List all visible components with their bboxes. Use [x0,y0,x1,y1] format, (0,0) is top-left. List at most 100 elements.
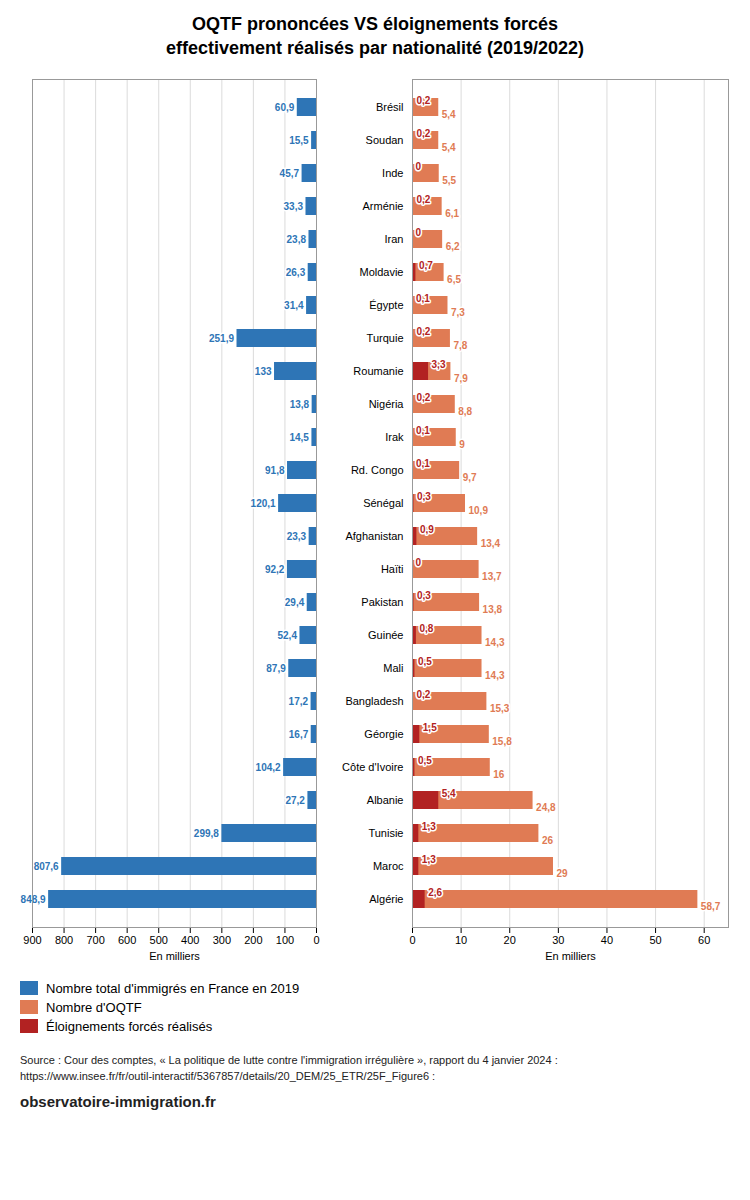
svg-text:15,8: 15,8 [492,735,512,746]
svg-text:3,3: 3,3 [432,358,446,369]
svg-text:91,8: 91,8 [265,464,285,475]
svg-text:29: 29 [556,867,568,878]
svg-text:Mali: Mali [383,662,403,674]
svg-text:0,2: 0,2 [416,325,430,336]
svg-text:Côte d'Ivoire: Côte d'Ivoire [342,761,403,773]
svg-text:807,6: 807,6 [34,860,59,871]
svg-text:Inde: Inde [382,167,403,179]
svg-text:En milliers: En milliers [545,949,596,961]
svg-text:20: 20 [504,934,516,946]
svg-text:6,2: 6,2 [446,240,460,251]
svg-text:13,8: 13,8 [483,603,503,614]
svg-text:Rd. Congo: Rd. Congo [351,464,404,476]
svg-text:9: 9 [459,438,465,449]
svg-text:800: 800 [55,934,73,946]
svg-text:Irak: Irak [385,431,404,443]
svg-text:16,7: 16,7 [289,728,309,739]
svg-text:Brésil: Brésil [376,101,404,113]
svg-text:17,2: 17,2 [289,695,309,706]
svg-text:58,7: 58,7 [701,900,721,911]
svg-text:Arménie: Arménie [363,200,404,212]
svg-text:6,1: 6,1 [445,207,459,218]
svg-text:Égypte: Égypte [369,299,403,311]
svg-text:13,8: 13,8 [290,398,310,409]
svg-text:0,7: 0,7 [419,259,433,270]
svg-text:60: 60 [698,934,710,946]
svg-text:29,4: 29,4 [285,596,305,607]
svg-text:8,8: 8,8 [458,405,472,416]
svg-text:900: 900 [23,934,41,946]
svg-text:23,3: 23,3 [287,530,307,541]
svg-text:Albanie: Albanie [367,794,404,806]
svg-text:120,1: 120,1 [251,497,276,508]
svg-text:14,3: 14,3 [485,669,505,680]
svg-text:15,5: 15,5 [289,134,309,145]
svg-text:40: 40 [601,934,613,946]
svg-text:600: 600 [118,934,136,946]
svg-text:0,2: 0,2 [416,688,430,699]
svg-text:26,3: 26,3 [286,266,306,277]
svg-text:Sénégal: Sénégal [363,497,403,509]
svg-text:0,2: 0,2 [416,193,430,204]
svg-text:Afghanistan: Afghanistan [345,530,403,542]
svg-text:0,2: 0,2 [416,127,430,138]
svg-text:Turquie: Turquie [367,332,404,344]
svg-text:Soudan: Soudan [366,134,404,146]
svg-text:7,9: 7,9 [454,372,468,383]
svg-text:9,7: 9,7 [463,471,477,482]
svg-text:87,9: 87,9 [266,662,286,673]
svg-text:27,2: 27,2 [285,794,305,805]
svg-text:15,3: 15,3 [490,702,510,713]
svg-text:10: 10 [455,934,467,946]
svg-text:0,9: 0,9 [420,523,434,534]
svg-text:Géorgie: Géorgie [364,728,403,740]
svg-text:5,4: 5,4 [442,787,456,798]
svg-text:10,9: 10,9 [468,504,488,515]
svg-text:299,8: 299,8 [194,827,219,838]
svg-text:0,1: 0,1 [416,424,430,435]
svg-text:0: 0 [313,934,319,946]
svg-text:1,3: 1,3 [422,820,436,831]
svg-text:7,8: 7,8 [453,339,467,350]
svg-text:300: 300 [213,934,231,946]
svg-text:0,1: 0,1 [416,457,430,468]
svg-text:Guinée: Guinée [368,629,403,641]
svg-text:Algérie: Algérie [369,893,403,905]
svg-text:0,1: 0,1 [416,292,430,303]
svg-text:7,3: 7,3 [451,306,465,317]
svg-text:Maroc: Maroc [373,860,404,872]
svg-text:En milliers: En milliers [149,949,200,961]
svg-text:50: 50 [649,934,661,946]
svg-text:Haïti: Haïti [381,563,404,575]
svg-text:0,2: 0,2 [416,391,430,402]
svg-text:13,7: 13,7 [482,570,502,581]
svg-text:31,4: 31,4 [284,299,304,310]
svg-text:0,5: 0,5 [418,655,432,666]
svg-text:0: 0 [416,226,422,237]
svg-text:133: 133 [255,365,272,376]
svg-text:0,3: 0,3 [417,589,431,600]
svg-text:400: 400 [181,934,199,946]
svg-text:5,4: 5,4 [442,141,456,152]
svg-text:Roumanie: Roumanie [353,365,403,377]
svg-text:Tunisie: Tunisie [368,827,403,839]
svg-text:92,2: 92,2 [265,563,285,574]
svg-text:33,3: 33,3 [284,200,304,211]
svg-text:26: 26 [542,834,554,845]
svg-text:60,9: 60,9 [275,101,295,112]
svg-text:13,4: 13,4 [481,537,501,548]
svg-text:100: 100 [276,934,294,946]
svg-text:Nigéria: Nigéria [369,398,405,410]
svg-text:0,5: 0,5 [418,754,432,765]
svg-text:Bangladesh: Bangladesh [345,695,403,707]
svg-text:104,2: 104,2 [256,761,281,772]
svg-text:0,3: 0,3 [417,490,431,501]
svg-text:23,8: 23,8 [287,233,307,244]
svg-text:16: 16 [493,768,505,779]
svg-text:1,5: 1,5 [423,721,437,732]
svg-text:200: 200 [244,934,262,946]
svg-text:14,3: 14,3 [485,636,505,647]
svg-text:5,5: 5,5 [442,174,456,185]
svg-text:0: 0 [416,556,422,567]
svg-text:0,8: 0,8 [419,622,433,633]
